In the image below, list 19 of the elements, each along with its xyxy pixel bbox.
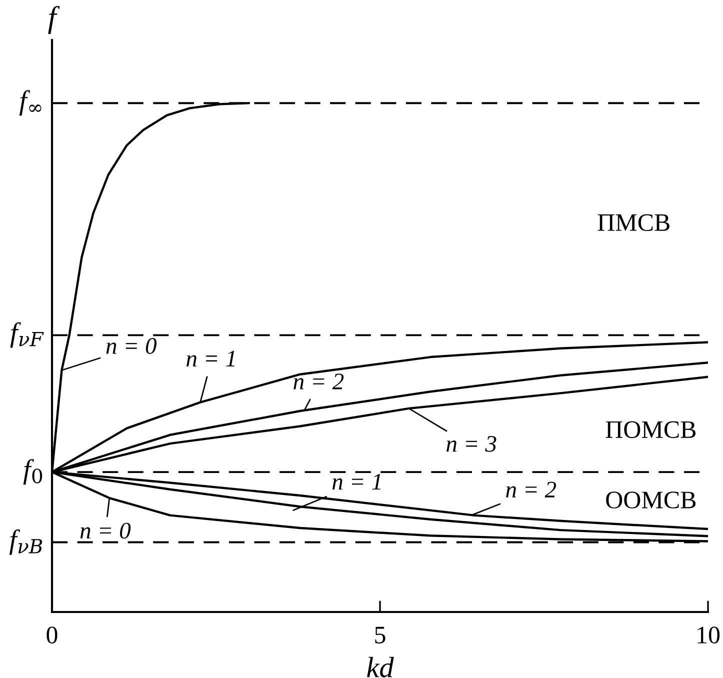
x-tick-label: 0 — [46, 626, 58, 644]
x-tick-label: 10 — [698, 626, 720, 644]
ref-line-label: f$_{∞}$ — [19, 90, 42, 116]
annotation: n = 2 — [294, 374, 344, 390]
ref-line-label: f$_{0}$ — [23, 459, 42, 485]
annotation: ПОМСВ — [606, 421, 696, 438]
annotation: ООМСВ — [606, 492, 696, 508]
annotation: n = 0 — [106, 338, 157, 354]
annotation: n = 2 — [506, 482, 556, 498]
annotation: n = 3 — [446, 436, 496, 452]
y-axis-title: f — [48, 6, 60, 34]
annotation: n = 1 — [332, 474, 380, 490]
x-axis-title: kd — [367, 656, 394, 678]
annotation: n = 1 — [186, 350, 235, 366]
annotation: ПМСВ — [598, 214, 670, 232]
x-tick-label: 5 — [375, 626, 386, 644]
ref-line-label: f$_{νB}$ — [9, 529, 42, 555]
ref-line-label: f$_{νF}$ — [10, 322, 44, 348]
annotation: n = 0 — [80, 522, 131, 539]
